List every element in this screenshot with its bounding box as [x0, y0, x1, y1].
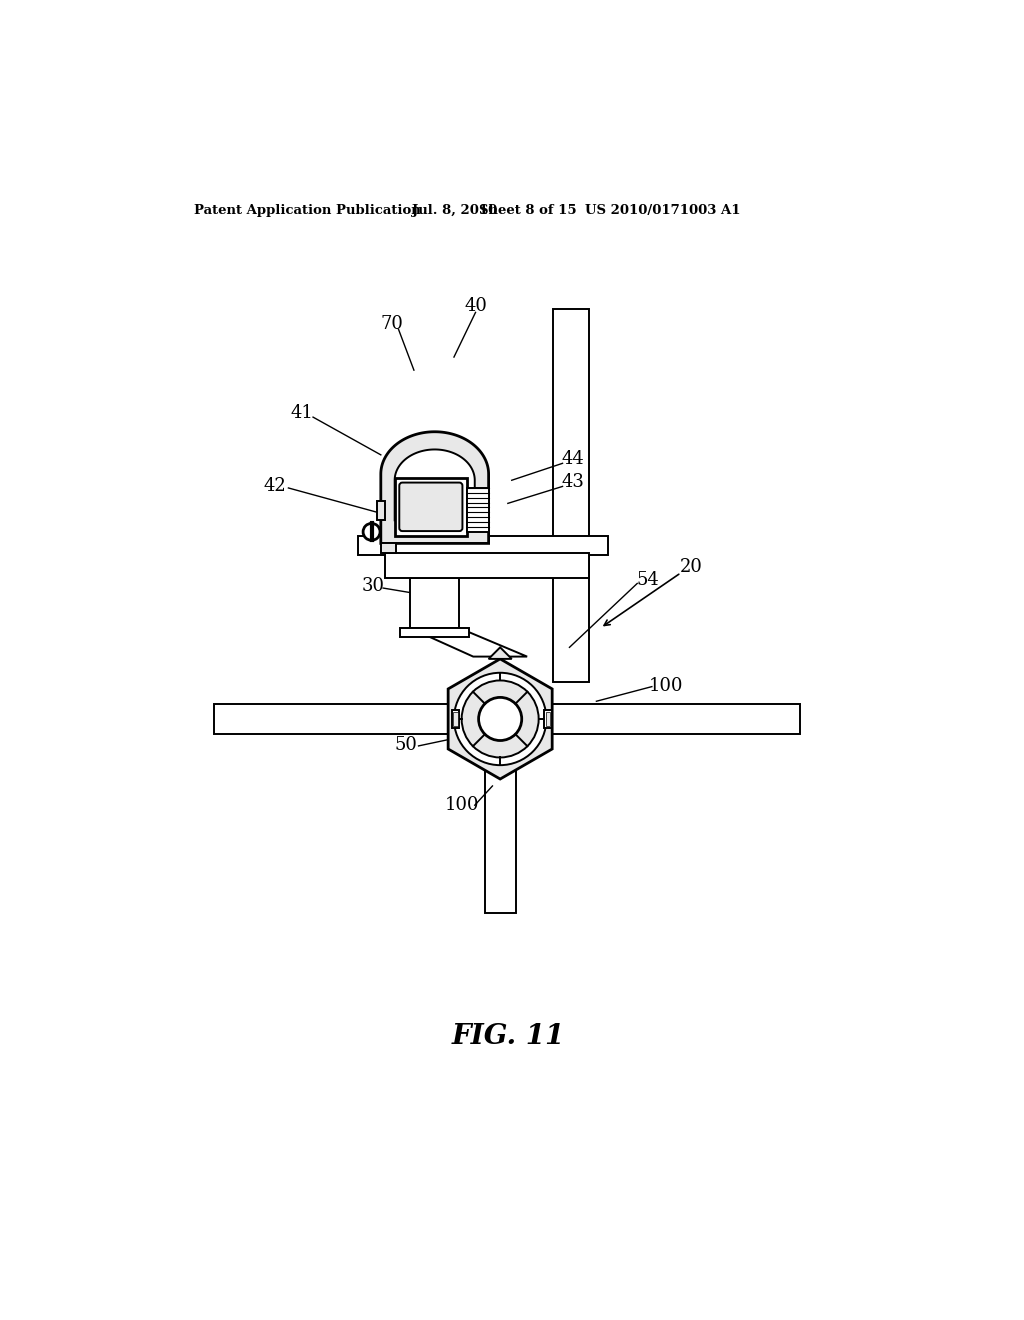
Text: 70: 70: [381, 315, 403, 333]
Polygon shape: [381, 432, 488, 544]
Text: 30: 30: [361, 577, 385, 595]
Polygon shape: [488, 647, 512, 659]
Text: 43: 43: [562, 473, 585, 491]
FancyBboxPatch shape: [399, 483, 463, 531]
Circle shape: [462, 681, 539, 758]
Bar: [553, 309, 590, 682]
Bar: [484, 734, 515, 913]
Text: 42: 42: [264, 477, 287, 495]
Text: US 2010/0171003 A1: US 2010/0171003 A1: [585, 205, 740, 218]
Bar: [410, 578, 460, 628]
Bar: [454, 711, 458, 726]
Bar: [214, 704, 801, 734]
Text: FIG. 11: FIG. 11: [452, 1023, 564, 1049]
Circle shape: [364, 524, 380, 540]
Text: Patent Application Publication: Patent Application Publication: [195, 205, 421, 218]
Text: 44: 44: [562, 450, 585, 467]
Bar: [377, 502, 385, 520]
Text: 100: 100: [648, 677, 683, 694]
Text: 20: 20: [680, 557, 702, 576]
Polygon shape: [449, 659, 552, 779]
Bar: [546, 711, 550, 726]
Text: 41: 41: [290, 404, 313, 421]
Bar: [357, 536, 608, 554]
Bar: [385, 553, 589, 578]
Bar: [467, 488, 488, 532]
Text: 40: 40: [464, 297, 487, 315]
Text: 50: 50: [395, 737, 418, 754]
Bar: [400, 628, 469, 638]
Circle shape: [478, 697, 521, 741]
Circle shape: [454, 673, 547, 766]
Bar: [394, 478, 467, 536]
Text: 100: 100: [444, 796, 479, 814]
Bar: [452, 710, 460, 729]
Text: Jul. 8, 2010: Jul. 8, 2010: [412, 205, 497, 218]
Bar: [544, 710, 552, 729]
Text: Sheet 8 of 15: Sheet 8 of 15: [479, 205, 577, 218]
Text: 54: 54: [637, 572, 659, 589]
Bar: [381, 544, 396, 553]
Polygon shape: [394, 450, 475, 520]
Polygon shape: [410, 628, 527, 656]
